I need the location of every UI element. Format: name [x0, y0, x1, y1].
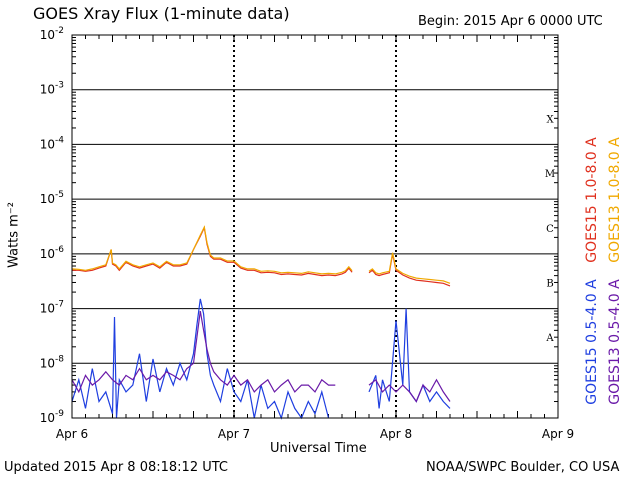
y-tick-label-3: 10-6	[40, 245, 65, 261]
y-tick-exponent: -6	[55, 245, 64, 255]
y-tick-exponent: -8	[55, 354, 64, 364]
legend-goes15-long: GOES15 1.0-8.0 A	[580, 130, 604, 270]
x-tick-label-3: Apr 9	[542, 427, 574, 441]
begin-time-label: Begin: 2015 Apr 6 0000 UTC	[418, 14, 603, 29]
flare-class-label-4: X	[546, 114, 554, 125]
y-tick-exponent: -5	[55, 190, 64, 200]
x-tick-label-2: Apr 8	[380, 427, 412, 441]
legend-goes13-long-label: GOES13 1.0-8.0 A	[607, 137, 623, 263]
y-tick-label-5: 10-4	[40, 135, 65, 151]
series-line-3	[71, 310, 451, 403]
legend-goes15-short-label: GOES15 0.5-4.0 A	[584, 279, 600, 405]
legend-goes13-long: GOES13 1.0-8.0 A	[603, 130, 627, 270]
flare-class-label-0: A	[545, 333, 554, 344]
flare-class-label-2: C	[546, 224, 554, 235]
y-tick-label-0: 10-9	[40, 409, 65, 425]
y-tick-exponent: -3	[55, 81, 64, 91]
flare-class-label-3: M	[545, 169, 555, 180]
y-tick-exponent: -2	[55, 26, 64, 36]
x-axis-title: Universal Time	[270, 441, 367, 456]
y-tick-label-2: 10-7	[40, 300, 64, 316]
updated-timestamp: Updated 2015 Apr 8 08:18:12 UTC	[4, 460, 228, 475]
legend-goes15-short: GOES15 0.5-4.0 A	[580, 272, 604, 412]
y-tick-label-1: 10-8	[40, 354, 65, 370]
legend-goes15-long-label: GOES15 1.0-8.0 A	[584, 137, 600, 263]
plot-frame	[71, 34, 559, 419]
y-tick-exponent: -7	[55, 300, 64, 310]
chart-title: GOES Xray Flux (1-minute data)	[33, 4, 290, 23]
x-tick-label-1: Apr 7	[218, 427, 250, 441]
flare-class-label-1: B	[546, 278, 553, 289]
y-tick-label-6: 10-3	[40, 81, 64, 97]
y-tick-label-7: 10-2	[40, 26, 64, 42]
y-tick-exponent: -4	[55, 135, 64, 145]
credit-label: NOAA/SWPC Boulder, CO USA	[426, 460, 620, 475]
legend-goes13-short-label: GOES13 0.5-4.0 A	[607, 279, 623, 405]
series-line-2	[71, 298, 451, 420]
series-line-1	[71, 225, 451, 284]
x-tick-label-0: Apr 6	[56, 427, 88, 441]
y-tick-label-4: 10-5	[40, 190, 64, 206]
legend-goes13-short: GOES13 0.5-4.0 A	[603, 272, 627, 412]
y-tick-exponent: -9	[55, 409, 64, 419]
